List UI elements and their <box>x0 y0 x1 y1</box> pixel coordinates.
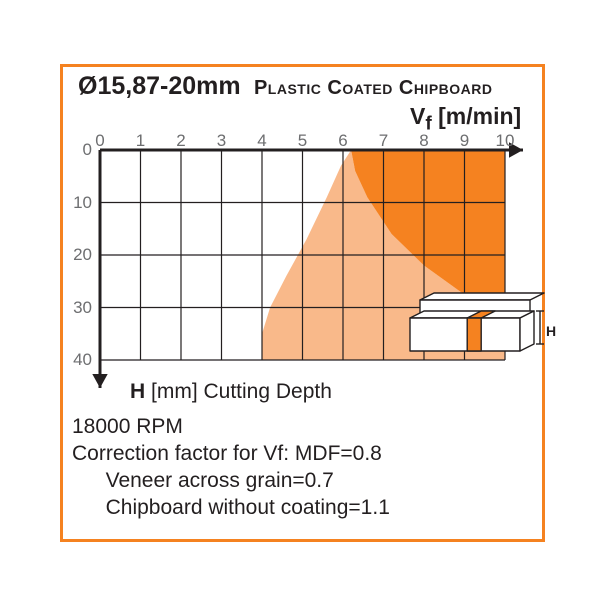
x-tick: 2 <box>176 131 185 151</box>
note-line: Chipboard without coating=1.1 <box>72 495 390 522</box>
figure-root: Ø15,87-20mm Plastic Coated Chipboard Vf … <box>0 0 600 600</box>
notes-block: 18000 RPMCorrection factor for Vf: MDF=0… <box>72 414 390 522</box>
y-tick: 20 <box>64 245 92 265</box>
x-tick: 6 <box>338 131 347 151</box>
y-tick: 30 <box>64 298 92 318</box>
note-line: 18000 RPM <box>72 414 390 441</box>
y-tick: 10 <box>64 193 92 213</box>
y-axis-title: H [mm] Cutting Depth <box>130 380 332 404</box>
x-tick: 10 <box>496 131 515 151</box>
x-tick: 1 <box>136 131 145 151</box>
x-tick: 7 <box>379 131 388 151</box>
x-tick: 9 <box>460 131 469 151</box>
block-h-label: H <box>546 323 556 339</box>
y-tick: 40 <box>64 350 92 370</box>
x-tick: 3 <box>217 131 226 151</box>
y-tick: 0 <box>64 140 92 160</box>
x-tick: 8 <box>419 131 428 151</box>
note-line: Veneer across grain=0.7 <box>72 468 390 495</box>
note-line: Correction factor for Vf: MDF=0.8 <box>72 441 390 468</box>
x-tick: 5 <box>298 131 307 151</box>
x-tick: 4 <box>257 131 266 151</box>
h-bold: H <box>130 380 145 403</box>
x-tick: 0 <box>95 131 104 151</box>
h-rest: [mm] Cutting Depth <box>145 380 332 403</box>
